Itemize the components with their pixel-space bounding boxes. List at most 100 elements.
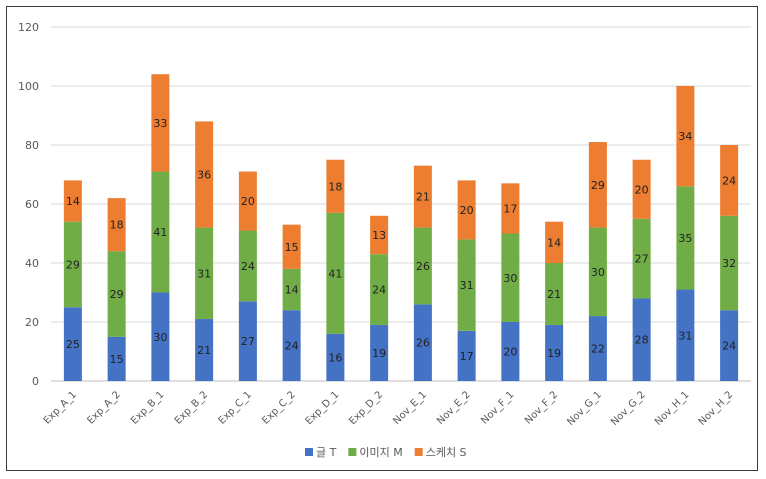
bar-segment xyxy=(588,227,607,317)
data-label: 20 xyxy=(241,195,255,208)
bar-segment xyxy=(457,180,476,240)
bar-segment xyxy=(632,218,651,299)
y-axis-ticks: 0 20 40 60 80 100 120 xyxy=(18,21,39,388)
bar-segment xyxy=(63,221,82,308)
bar-segment xyxy=(151,171,170,293)
bar-segment xyxy=(282,268,301,311)
legend-label: 글 T xyxy=(316,446,337,459)
x-tick-label: Nov_H_2 xyxy=(697,389,735,427)
data-label: 15 xyxy=(285,241,299,254)
data-label: 29 xyxy=(66,258,80,271)
chart-frame: 0 20 40 60 80 100 120 25 29 14 15 29 18 30 41 33 21 31 36… xyxy=(6,6,758,471)
data-label: 25 xyxy=(66,338,80,351)
bar-segment xyxy=(195,121,214,228)
data-label: 31 xyxy=(460,279,474,292)
bar-segment xyxy=(413,227,432,305)
bar-segment xyxy=(238,301,257,381)
data-label: 16 xyxy=(328,351,342,364)
data-label: 26 xyxy=(416,337,430,350)
bar-segment xyxy=(676,86,695,187)
data-label: 20 xyxy=(503,346,517,359)
x-tick-label: Nov_F_2 xyxy=(523,389,560,426)
data-label: 27 xyxy=(241,335,255,348)
data-label: 24 xyxy=(722,174,736,187)
data-label: 24 xyxy=(241,260,255,273)
bar-segment xyxy=(501,322,520,381)
bar-segment xyxy=(720,215,739,311)
data-label: 29 xyxy=(110,288,124,301)
bar-segment xyxy=(720,310,739,381)
bar-segment xyxy=(632,159,651,219)
bar-segment xyxy=(413,165,432,228)
bar-segment xyxy=(63,180,82,222)
data-label: 31 xyxy=(197,267,211,280)
data-label: 41 xyxy=(328,267,342,280)
bars: 25 29 14 15 29 18 30 41 33 21 31 36 27 24 20 24 14 15 16 41… xyxy=(63,74,739,381)
x-tick-label: Nov_F_1 xyxy=(479,389,516,426)
bar-segment xyxy=(238,171,257,231)
y-tick-label: 80 xyxy=(25,139,39,152)
data-label: 33 xyxy=(153,117,167,130)
x-tick-label: Exp_A_1 xyxy=(42,389,79,426)
legend-swatch xyxy=(414,448,423,456)
legend-label: 스케치 S xyxy=(426,446,467,459)
data-label: 41 xyxy=(153,226,167,239)
bar-segment xyxy=(545,263,564,325)
x-tick-label: Nov_E_2 xyxy=(435,389,473,427)
data-label: 19 xyxy=(372,347,386,360)
bar-segment xyxy=(195,319,214,381)
data-label: 24 xyxy=(285,340,299,353)
data-label: 30 xyxy=(591,266,605,279)
legend: 글 T 이미지 M 스케치 S xyxy=(305,446,467,459)
bar-segment xyxy=(457,239,476,331)
data-label: 19 xyxy=(547,347,561,360)
data-label: 20 xyxy=(635,183,649,196)
bar-segment xyxy=(676,289,695,381)
bar-segment xyxy=(326,159,345,213)
bar-segment xyxy=(282,224,301,269)
y-tick-label: 60 xyxy=(25,198,39,211)
x-tick-label: Nov_E_1 xyxy=(391,389,429,427)
x-tick-label: Nov_H_1 xyxy=(653,389,691,427)
data-label: 28 xyxy=(635,334,649,347)
bar-segment xyxy=(326,333,345,381)
y-tick-label: 120 xyxy=(18,21,39,34)
data-label: 21 xyxy=(416,191,430,204)
bar-segment xyxy=(326,212,345,334)
data-label: 35 xyxy=(678,232,692,245)
data-label: 29 xyxy=(591,179,605,192)
data-label: 18 xyxy=(110,219,124,232)
data-label: 30 xyxy=(503,272,517,285)
x-tick-label: Exp_B_2 xyxy=(173,389,210,426)
bar-segment xyxy=(545,221,564,263)
legend-swatch xyxy=(348,448,357,456)
x-tick-label: Nov_G_1 xyxy=(565,389,604,428)
bar-segment xyxy=(370,215,389,255)
bar-segment xyxy=(588,316,607,381)
data-label: 14 xyxy=(547,236,561,249)
bar-segment xyxy=(151,74,170,172)
data-label: 14 xyxy=(285,284,299,297)
x-tick-label: Exp_D_1 xyxy=(304,389,342,427)
stacked-bar-chart: 0 20 40 60 80 100 120 25 29 14 15 29 18 30 41 33 21 31 36… xyxy=(18,21,751,459)
x-tick-label: Nov_G_2 xyxy=(609,389,648,428)
data-label: 15 xyxy=(110,353,124,366)
bar-segment xyxy=(151,292,170,381)
legend-swatch xyxy=(305,448,313,456)
y-tick-label: 100 xyxy=(18,80,39,93)
bar-segment xyxy=(370,254,389,325)
bar-segment xyxy=(457,330,476,381)
bar-segment xyxy=(107,251,126,337)
data-label: 24 xyxy=(722,340,736,353)
data-label: 27 xyxy=(635,253,649,266)
bar-segment xyxy=(545,324,564,381)
bar-segment xyxy=(107,198,126,252)
y-tick-label: 0 xyxy=(32,375,39,388)
bar-segment xyxy=(282,310,301,381)
x-axis-ticks: Exp_A_1 Exp_A_2 Exp_B_1 Exp_B_2 Exp_C_1 Exp_C… xyxy=(42,389,736,428)
data-label: 22 xyxy=(591,343,605,356)
bar-segment xyxy=(588,142,607,228)
bar-segment xyxy=(720,145,739,216)
data-label: 36 xyxy=(197,169,211,182)
bar-segment xyxy=(632,298,651,381)
